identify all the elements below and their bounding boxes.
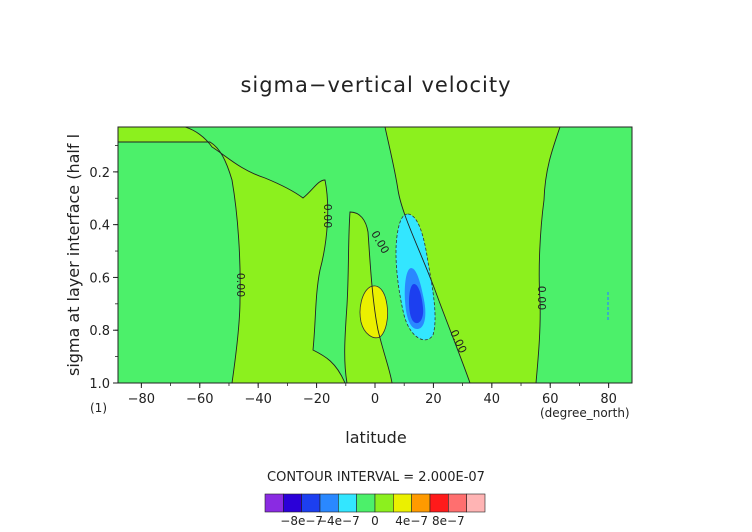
x-tick-label: −60 [186, 392, 213, 407]
downwelling-core-region [409, 284, 424, 324]
legend-tick-label: −4e−7 [317, 514, 360, 528]
contour-label-midwest: 0.00 [321, 204, 334, 229]
legend-swatch [448, 493, 467, 513]
contour-label-east: 0.00 [535, 286, 548, 311]
x-tick-label: 40 [484, 392, 501, 407]
x-tick-label: 60 [542, 392, 559, 407]
y-tick-label: 1.0 [89, 377, 110, 392]
legend-tick-label: −8e−7 [280, 514, 323, 528]
contour-label-west: 0.00 [234, 273, 247, 298]
zero-contour-midwest [184, 127, 346, 383]
y-tick-label: 0.8 [89, 324, 110, 339]
y-tick-label: 0.4 [89, 219, 110, 234]
legend-swatch [411, 493, 431, 513]
x-tick-label: −20 [303, 392, 330, 407]
x-tick-label: 0 [371, 392, 379, 407]
plot-area: 0.00 0.00 0.00 0.00 0.00 [118, 127, 632, 383]
y-tick-label: 0.6 [89, 271, 110, 286]
legend-swatch [301, 493, 321, 513]
y-axis-label: sigma at layer interface (half l [64, 134, 83, 376]
x-tick-label: −80 [128, 392, 155, 407]
contour-interval-label: CONTOUR INTERVAL = 2.000E-07 [267, 470, 485, 485]
y-axis: 0.2 0.4 0.6 0.8 1.0 [89, 145, 118, 392]
legend-swatch [283, 493, 302, 513]
legend-tick-label: 4e−7 [395, 514, 428, 528]
x-tick-label: 80 [600, 392, 617, 407]
x-tick-label: 20 [425, 392, 442, 407]
upwelling-region [359, 285, 388, 339]
legend-swatch [338, 493, 357, 513]
y-axis-units: (1) [90, 401, 107, 415]
x-axis-label: latitude [345, 428, 406, 447]
legend-tick-label: 0 [371, 514, 379, 528]
colorbar-legend: −8e−7−4e−7 0 4e−7 8e−7 [264, 493, 486, 528]
x-axis: −80 −60 −40 −20 0 20 40 60 80 [128, 383, 617, 407]
legend-swatch [393, 493, 412, 513]
zero-contour-west [118, 141, 241, 383]
legend-swatch [429, 493, 449, 513]
legend-swatch [374, 493, 394, 513]
legend-tick-label: 8e−7 [432, 514, 465, 528]
zero-contour-equator [344, 211, 393, 383]
x-axis-units: (degree_north) [540, 406, 630, 420]
legend-swatch [466, 493, 486, 513]
x-tick-label: −40 [244, 392, 271, 407]
positive-region-north [385, 127, 560, 383]
zero-contour-northeast [384, 127, 471, 383]
legend-swatch [356, 493, 376, 513]
positive-region-south [118, 127, 345, 383]
legend-swatch [264, 493, 284, 513]
y-tick-label: 0.2 [89, 166, 110, 181]
chart-title: sigma−vertical velocity [240, 73, 511, 97]
legend-swatch [319, 493, 339, 513]
zero-contour-east [535, 127, 561, 383]
